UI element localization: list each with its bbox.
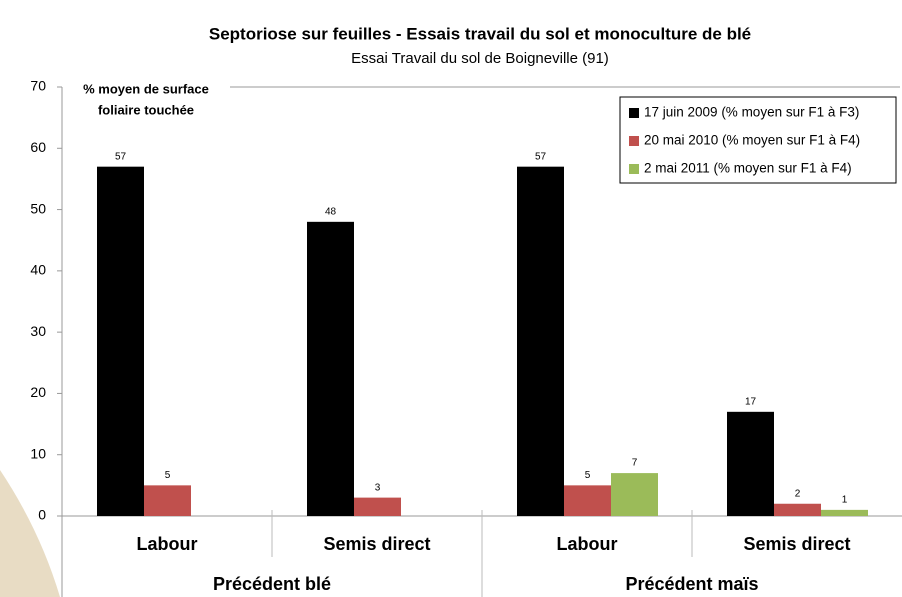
data-label: 48 bbox=[325, 206, 337, 217]
x-tick-label: Semis direct bbox=[743, 534, 850, 554]
data-label: 2 bbox=[795, 488, 801, 499]
y-tick-label: 20 bbox=[30, 384, 46, 400]
bar bbox=[727, 411, 774, 516]
y-tick-label: 40 bbox=[30, 262, 46, 278]
y-tick-label: 60 bbox=[30, 139, 46, 155]
bar bbox=[821, 509, 868, 516]
bar bbox=[144, 485, 191, 516]
y-tick-label: 50 bbox=[30, 200, 46, 216]
decoration bbox=[0, 470, 60, 597]
data-label: 17 bbox=[745, 396, 757, 407]
x-tick-label: Semis direct bbox=[323, 534, 430, 554]
bar bbox=[307, 221, 354, 517]
legend-box bbox=[619, 96, 897, 184]
data-label: 7 bbox=[632, 458, 638, 469]
legend-swatch bbox=[629, 136, 639, 146]
legend-label: 17 juin 2009 (% moyen sur F1 à F3) bbox=[644, 105, 859, 120]
data-label: 3 bbox=[375, 482, 381, 493]
group-label: Précédent blé bbox=[213, 574, 331, 594]
y-tick-label: 30 bbox=[30, 323, 46, 339]
data-label: 5 bbox=[585, 470, 591, 481]
legend-swatch bbox=[629, 108, 639, 118]
y-tick-label: 10 bbox=[30, 445, 46, 461]
x-tick-label: Labour bbox=[557, 534, 618, 554]
bar bbox=[517, 166, 564, 516]
bar bbox=[611, 473, 658, 516]
legend-label: 20 mai 2010 (% moyen sur F1 à F4) bbox=[644, 133, 860, 148]
y-tick-label: 70 bbox=[30, 78, 46, 94]
bar bbox=[564, 485, 611, 516]
bar bbox=[97, 166, 144, 516]
data-label: 57 bbox=[115, 151, 127, 162]
legend-label: 2 mai 2011 (% moyen sur F1 à F4) bbox=[644, 161, 852, 176]
data-label: 5 bbox=[165, 470, 171, 481]
chart-subtitle: Essai Travail du sol de Boigneville (91) bbox=[351, 50, 609, 67]
y-axis-label: % moyen de surface bbox=[83, 81, 209, 96]
data-label: 1 bbox=[842, 495, 848, 506]
group-label: Précédent maïs bbox=[625, 574, 758, 594]
chart-title: Septoriose sur feuilles - Essais travail… bbox=[209, 24, 751, 43]
legend-swatch bbox=[629, 164, 639, 174]
y-tick-label: 0 bbox=[38, 507, 46, 523]
bar bbox=[774, 503, 821, 516]
y-axis-label: foliaire touchée bbox=[98, 102, 194, 117]
bar bbox=[354, 497, 401, 516]
data-label: 57 bbox=[535, 151, 547, 162]
x-tick-label: Labour bbox=[137, 534, 198, 554]
